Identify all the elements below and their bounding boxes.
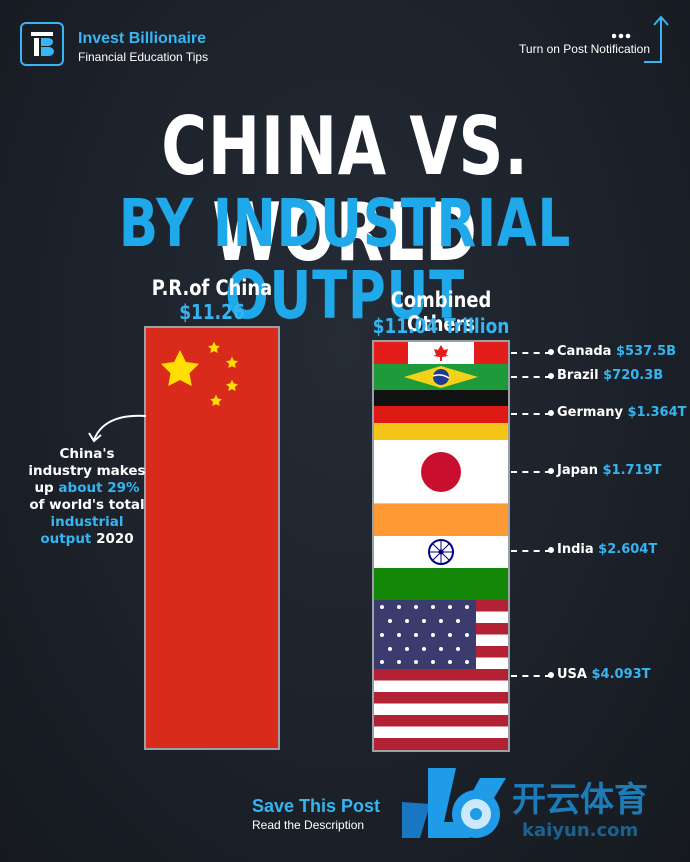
india-leader-line xyxy=(511,550,551,552)
usa-leader-line xyxy=(511,675,551,677)
others-category-label: Combined Others xyxy=(390,288,492,336)
canada-leader-line xyxy=(511,352,551,354)
others-stacked-bar xyxy=(372,340,510,752)
germany-leader-dot xyxy=(548,410,554,416)
usa-flag-segment xyxy=(374,600,508,750)
title-line-1: CHINA VS. WORLD xyxy=(161,100,529,279)
india-chakra-icon xyxy=(428,539,454,565)
germany-label: Germany $1.364T xyxy=(557,405,687,420)
india-leader-dot xyxy=(548,547,554,553)
china-flag-stars-icon xyxy=(160,341,238,407)
notification-arrow-icon xyxy=(612,15,669,63)
brazil-leader-dot xyxy=(548,373,554,379)
india-flag-segment xyxy=(374,504,508,600)
canada-leader-dot xyxy=(548,349,554,355)
canada-flag-segment xyxy=(374,342,508,364)
brand-logo-icon xyxy=(31,32,54,56)
annotation-arrow-icon xyxy=(88,414,147,443)
germany-flag-segment xyxy=(374,390,508,440)
japan-leader-dot xyxy=(548,468,554,474)
brand-logo xyxy=(20,22,64,66)
brazil-label: Brazil $720.3B xyxy=(557,368,664,383)
annotation-text: China's industry makes up about 29% of w… xyxy=(28,446,146,547)
japan-label: Japan $1.719T xyxy=(557,463,662,478)
japan-flag-icon xyxy=(421,452,461,492)
usa-flag-icon xyxy=(374,600,508,750)
usa-label: USA $4.093T xyxy=(557,667,651,682)
japan-flag-segment xyxy=(374,440,508,504)
brazil-flag-icon xyxy=(404,366,478,388)
watermark-subtext: kaiyun.com xyxy=(522,820,639,841)
brazil-flag-segment xyxy=(374,364,508,390)
china-category-label: P.R.of China xyxy=(151,276,273,300)
post-notification-text: Turn on Post Notification xyxy=(519,42,650,56)
canada-label: Canada $537.5B xyxy=(557,344,677,359)
brazil-leader-line xyxy=(511,376,551,378)
watermark-text: 开云体育 xyxy=(512,780,648,820)
read-description-text: Read the Description xyxy=(252,818,365,832)
watermark-logo xyxy=(402,768,506,838)
germany-leader-line xyxy=(511,413,551,415)
usa-leader-dot xyxy=(548,672,554,678)
india-label: India $2.604T xyxy=(557,542,658,557)
china-bar xyxy=(144,326,280,750)
canada-flag-icon xyxy=(374,342,508,364)
others-value-label: $11.04 Trillion xyxy=(372,314,510,338)
brand-tagline: Financial Education Tips xyxy=(78,50,209,64)
brand-name: Invest Billionaire xyxy=(78,30,207,47)
title-line-2: BY INDUSTRIAL OUTPUT xyxy=(118,185,572,334)
save-post-text: Save This Post xyxy=(252,796,381,816)
japan-leader-line xyxy=(511,471,551,473)
